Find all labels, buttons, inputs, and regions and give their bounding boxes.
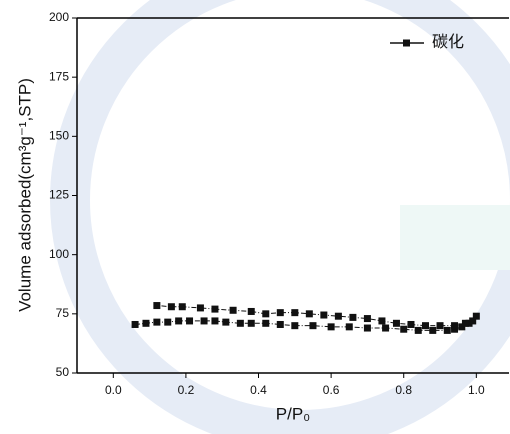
data-point: [443, 326, 451, 334]
x-tick-label: 0.6: [323, 383, 340, 397]
x-tick-label: 0.2: [178, 383, 195, 397]
data-point: [236, 319, 244, 327]
legend-label: 碳化: [432, 33, 464, 51]
data-point: [131, 320, 139, 328]
y-tick-label: 100: [49, 247, 69, 261]
data-point: [363, 324, 371, 332]
data-point: [262, 310, 270, 318]
data-point: [167, 303, 175, 311]
data-point: [422, 322, 430, 330]
data-point: [247, 319, 255, 327]
data-point: [229, 306, 237, 314]
data-point: [327, 323, 335, 331]
y-tick-label: 125: [49, 188, 69, 202]
data-point: [211, 305, 219, 313]
data-point: [142, 319, 150, 327]
data-point: [414, 326, 422, 334]
data-point: [429, 326, 437, 334]
watermark: [50, 0, 510, 434]
data-point: [382, 324, 390, 332]
y-tick-label: 50: [56, 365, 70, 379]
data-point: [164, 318, 172, 326]
data-point: [334, 312, 342, 320]
data-point: [186, 317, 194, 325]
data-point: [458, 323, 466, 331]
data-point: [436, 322, 444, 330]
data-point: [309, 322, 317, 330]
data-point: [276, 320, 284, 328]
data-point: [320, 311, 328, 319]
data-point: [291, 309, 299, 317]
data-point: [211, 317, 219, 325]
y-axis-title: Volume adsorbed(cm³g⁻¹,STP): [15, 78, 34, 312]
data-point: [276, 309, 284, 317]
data-point: [465, 319, 473, 327]
data-point: [305, 310, 313, 318]
data-point: [451, 325, 459, 333]
data-point: [291, 322, 299, 330]
data-point: [247, 307, 255, 315]
watermark-block: [400, 205, 510, 270]
data-point: [345, 323, 353, 331]
x-tick-label: 0.4: [250, 383, 267, 397]
data-point: [461, 319, 469, 327]
data-point: [178, 303, 186, 311]
x-tick-label: 0.0: [105, 383, 122, 397]
data-point: [472, 312, 480, 320]
x-axis-title: P/P₀: [276, 404, 310, 423]
legend-marker: [403, 39, 410, 47]
x-tick-label: 1.0: [468, 383, 485, 397]
data-point: [392, 319, 400, 327]
data-point: [407, 320, 415, 328]
data-point: [469, 317, 477, 325]
y-tick-label: 150: [49, 129, 69, 143]
x-tick-label: 0.8: [395, 383, 412, 397]
data-point: [153, 318, 161, 326]
data-point: [200, 317, 208, 325]
data-point: [196, 304, 204, 312]
data-point: [349, 313, 357, 321]
data-point: [400, 325, 408, 333]
data-point: [378, 317, 386, 325]
data-point: [363, 315, 371, 323]
data-point: [451, 322, 459, 330]
y-tick-label: 175: [49, 69, 69, 83]
data-point: [175, 317, 183, 325]
data-point: [262, 319, 270, 327]
data-point: [153, 302, 161, 310]
y-tick-label: 75: [56, 306, 70, 320]
data-point: [222, 318, 230, 326]
y-tick-label: 200: [49, 10, 69, 24]
